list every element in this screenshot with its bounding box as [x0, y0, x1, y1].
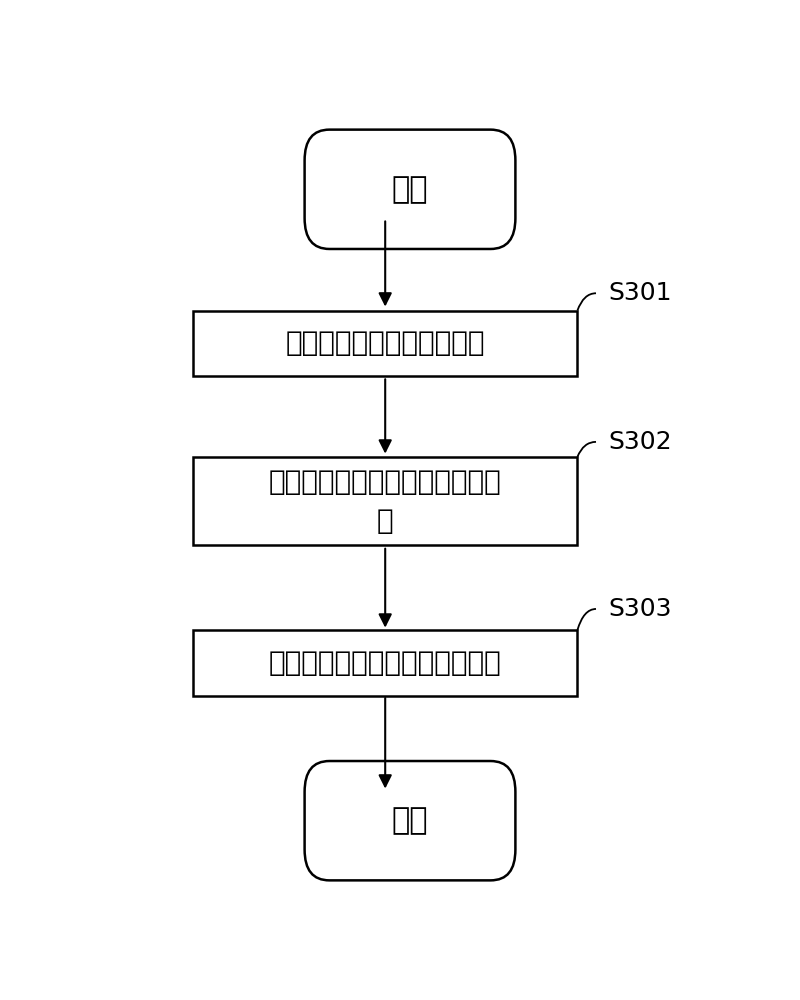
FancyBboxPatch shape — [305, 130, 515, 249]
Text: S303: S303 — [608, 597, 672, 621]
Text: S302: S302 — [608, 430, 672, 454]
FancyBboxPatch shape — [305, 761, 515, 880]
Text: 查找添加有该应用程序的监听队
列: 查找添加有该应用程序的监听队 列 — [269, 468, 502, 535]
Bar — [193, 457, 578, 545]
Text: 接收应用程序被移除的信号: 接收应用程序被移除的信号 — [286, 329, 485, 357]
Text: S301: S301 — [608, 281, 672, 305]
Text: 开始: 开始 — [392, 175, 428, 204]
Bar — [193, 630, 578, 696]
Text: 结束: 结束 — [392, 806, 428, 835]
Bar — [193, 311, 578, 376]
Text: 将该应用程序从监听队列中移除: 将该应用程序从监听队列中移除 — [269, 649, 502, 677]
